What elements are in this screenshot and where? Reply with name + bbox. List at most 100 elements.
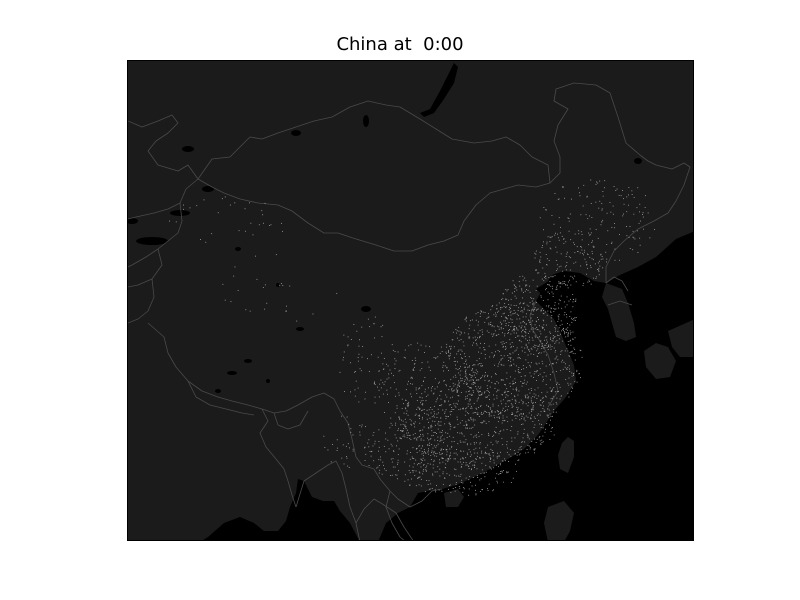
city-light xyxy=(397,430,399,431)
city-light xyxy=(535,290,537,291)
city-light xyxy=(457,361,458,363)
city-light xyxy=(361,424,363,426)
city-light xyxy=(474,435,476,437)
city-light xyxy=(567,284,568,286)
city-light xyxy=(463,487,465,488)
city-light xyxy=(504,458,506,460)
city-light xyxy=(419,369,421,371)
city-light xyxy=(526,397,528,399)
city-light xyxy=(545,278,547,280)
city-light xyxy=(460,331,462,333)
city-light xyxy=(524,394,526,396)
city-light xyxy=(639,211,640,213)
city-light xyxy=(591,242,593,243)
city-light xyxy=(636,230,638,232)
city-light xyxy=(508,330,510,331)
city-light xyxy=(514,437,516,439)
city-light xyxy=(540,333,542,335)
city-light xyxy=(415,470,417,472)
city-light xyxy=(501,471,503,473)
city-light xyxy=(445,351,447,353)
city-light xyxy=(523,413,524,414)
city-light xyxy=(471,468,472,470)
city-light xyxy=(545,354,547,356)
city-light xyxy=(551,291,553,293)
city-light xyxy=(398,448,400,450)
city-light xyxy=(394,466,396,468)
city-light xyxy=(554,304,556,306)
city-light xyxy=(400,424,402,426)
city-light xyxy=(509,329,510,330)
city-light xyxy=(332,444,333,445)
city-light xyxy=(506,391,508,393)
city-light xyxy=(565,269,567,271)
city-light xyxy=(391,445,393,447)
city-light xyxy=(496,456,498,458)
city-light xyxy=(528,349,530,350)
city-light xyxy=(500,328,502,330)
city-light xyxy=(522,335,523,337)
city-light xyxy=(429,463,431,465)
city-light xyxy=(406,410,408,412)
city-light xyxy=(244,208,246,210)
city-light xyxy=(342,359,344,361)
city-light xyxy=(487,317,489,318)
city-light xyxy=(431,416,433,418)
city-light xyxy=(588,281,590,282)
city-light xyxy=(431,452,432,453)
city-light xyxy=(511,330,513,332)
city-light xyxy=(545,344,547,346)
lake-uvs xyxy=(291,130,301,136)
city-light xyxy=(261,210,263,212)
city-light xyxy=(466,363,467,365)
city-light xyxy=(472,368,474,369)
city-light xyxy=(430,455,432,456)
city-light xyxy=(549,374,551,375)
lake-east-1 xyxy=(227,371,237,375)
city-light xyxy=(489,407,491,409)
city-light xyxy=(466,444,468,446)
city-light xyxy=(550,332,551,334)
city-light xyxy=(533,416,535,418)
city-light xyxy=(547,310,549,312)
city-light xyxy=(478,379,480,381)
city-light xyxy=(520,376,522,377)
city-light xyxy=(515,286,516,288)
city-light xyxy=(412,434,414,436)
city-light xyxy=(511,426,513,427)
city-light xyxy=(472,412,474,414)
city-light xyxy=(647,212,649,214)
city-light xyxy=(469,456,471,457)
city-light xyxy=(466,424,468,426)
city-light xyxy=(461,332,462,334)
city-light xyxy=(437,428,439,430)
city-light xyxy=(552,293,554,295)
city-light xyxy=(238,230,240,232)
city-light xyxy=(465,477,467,479)
city-light xyxy=(567,217,569,219)
city-light xyxy=(514,284,515,286)
city-light xyxy=(459,487,461,489)
city-light xyxy=(448,416,449,417)
city-light xyxy=(403,434,405,436)
city-light xyxy=(514,291,515,293)
city-light xyxy=(488,414,490,415)
city-light xyxy=(397,462,399,464)
city-light xyxy=(541,424,542,425)
city-light xyxy=(522,401,524,403)
city-light xyxy=(629,226,631,227)
city-light xyxy=(550,285,552,287)
city-light xyxy=(513,450,515,451)
city-light xyxy=(455,458,456,460)
city-light xyxy=(461,432,462,434)
city-light xyxy=(502,415,504,417)
city-light xyxy=(456,419,458,421)
city-light xyxy=(450,492,452,493)
city-light xyxy=(498,466,499,468)
city-light xyxy=(555,328,556,330)
city-light xyxy=(437,356,439,358)
city-light xyxy=(533,298,535,300)
city-light xyxy=(419,445,421,447)
city-light xyxy=(428,439,430,441)
city-light xyxy=(524,441,525,443)
